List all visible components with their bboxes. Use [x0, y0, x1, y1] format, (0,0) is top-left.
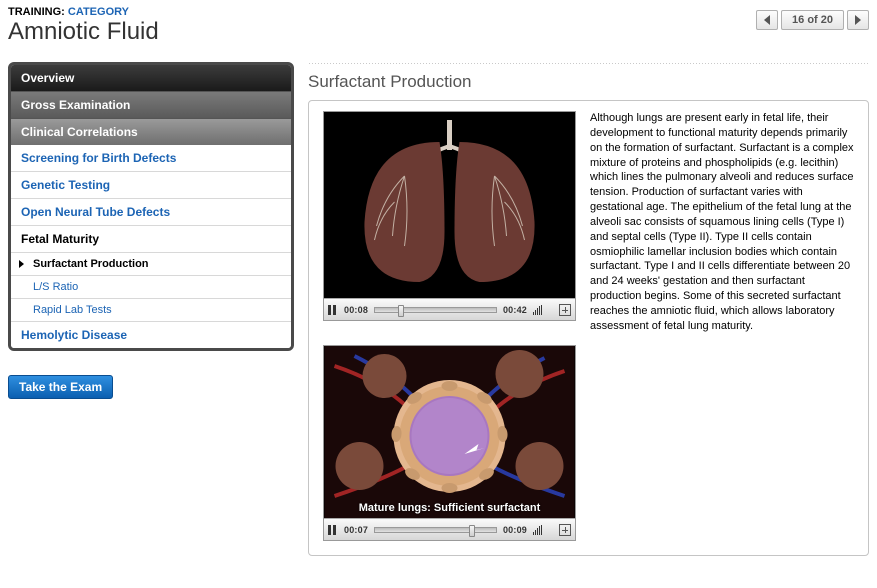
duration-1: 00:42: [503, 305, 527, 315]
progress-knob-1[interactable]: [398, 305, 404, 317]
video-player-2: Mature lungs: Sufficient surfactant 00:0…: [323, 345, 576, 541]
chevron-left-icon: [764, 15, 770, 25]
nav-sub-ls-ratio[interactable]: L/S Ratio: [11, 276, 291, 299]
pause-button-2[interactable]: [328, 525, 338, 535]
video-frame-2[interactable]: Mature lungs: Sufficient surfactant: [324, 346, 575, 518]
nav-overview[interactable]: Overview: [11, 65, 291, 91]
fullscreen-button-2[interactable]: [559, 524, 571, 536]
nav-link-open-neural-tube[interactable]: Open Neural Tube Defects: [11, 199, 291, 226]
progress-bar-1[interactable]: [374, 307, 497, 313]
video-frame-1[interactable]: [324, 112, 575, 298]
nav-sub-surfactant-production[interactable]: Surfactant Production: [11, 253, 291, 276]
pager-next-button[interactable]: [847, 10, 869, 30]
volume-icon[interactable]: [533, 305, 553, 315]
breadcrumb-category-link[interactable]: CATEGORY: [68, 6, 129, 18]
lungs-illustration: [324, 112, 575, 298]
progress-knob-2[interactable]: [469, 525, 475, 537]
breadcrumb-training-label: TRAINING:: [8, 6, 65, 18]
video-player-1: 00:08 00:42: [323, 111, 576, 321]
nav-link-screening[interactable]: Screening for Birth Defects: [11, 145, 291, 172]
pager-prev-button[interactable]: [756, 10, 778, 30]
nav-panel: Overview Gross Examination Clinical Corr…: [8, 62, 294, 351]
content-heading: Surfactant Production: [308, 72, 869, 92]
pause-button[interactable]: [328, 305, 338, 315]
nav-fetal-maturity[interactable]: Fetal Maturity: [11, 226, 291, 253]
fullscreen-button[interactable]: [559, 304, 571, 316]
content-body-text: Although lungs are present early in feta…: [590, 111, 854, 541]
pager: 16 of 20: [756, 10, 869, 30]
video2-caption: Mature lungs: Sufficient surfactant: [332, 502, 567, 514]
breadcrumb: TRAINING: CATEGORY: [8, 6, 159, 18]
nav-clinical-correlations[interactable]: Clinical Correlations: [11, 118, 291, 145]
pager-count: 16 of 20: [781, 10, 844, 30]
video-controls-2: 00:07 00:09: [324, 518, 575, 540]
take-exam-button[interactable]: Take the Exam: [8, 375, 113, 399]
chevron-right-icon: [855, 15, 861, 25]
duration-2: 00:09: [503, 525, 527, 535]
divider: [308, 62, 869, 66]
current-time-1: 00:08: [344, 305, 368, 315]
nav-link-genetic-testing[interactable]: Genetic Testing: [11, 172, 291, 199]
alveolus-illustration: [324, 346, 575, 518]
progress-bar-2[interactable]: [374, 527, 497, 533]
video-controls-1: 00:08 00:42: [324, 298, 575, 320]
volume-icon-2[interactable]: [533, 525, 553, 535]
nav-gross-examination[interactable]: Gross Examination: [11, 91, 291, 118]
nav-sub-rapid-lab-tests[interactable]: Rapid Lab Tests: [11, 299, 291, 322]
page-title: Amniotic Fluid: [8, 18, 159, 46]
nav-link-hemolytic-disease[interactable]: Hemolytic Disease: [11, 322, 291, 348]
current-time-2: 00:07: [344, 525, 368, 535]
content-panel: 00:08 00:42: [308, 100, 869, 556]
